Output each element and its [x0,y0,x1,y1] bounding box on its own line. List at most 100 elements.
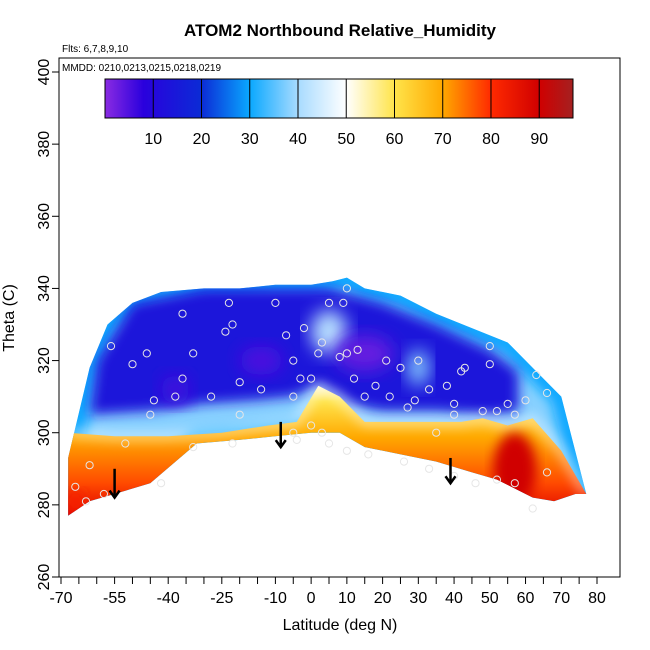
observation-point [471,479,480,488]
observation-point [121,439,130,448]
dry-core [89,288,519,415]
observation-point [342,446,351,455]
observation-point [410,396,419,405]
x-tick-label: 70 [552,590,570,607]
observation-point [178,374,187,383]
observation-point [425,385,434,394]
x-tick-label: 10 [338,590,356,607]
observation-point [371,381,380,390]
y-tick-label: 280 [36,491,53,518]
observation-point [460,363,469,372]
observation-point [360,392,369,401]
observation-point [364,450,373,459]
arrows [108,421,457,500]
observation-point [178,309,187,318]
y-tick-label: 320 [36,347,53,374]
observation-point [492,475,501,484]
observation-points [71,284,552,513]
colorbar-gradient [104,78,574,119]
observation-point [221,327,230,336]
observation-point [396,363,405,372]
observation-point [85,461,94,470]
observation-point [235,378,244,387]
y-tick-label: 400 [36,59,53,86]
observation-point [521,396,530,405]
observation-point [289,392,298,401]
observation-point [324,439,334,448]
observation-point [307,421,316,430]
observation-point [171,392,180,401]
observation-point [485,360,494,369]
y-tick-label: 260 [36,564,53,591]
observation-point [450,410,459,419]
observation-point [224,298,233,307]
observation-point [503,399,512,408]
dry-core-shape [89,288,519,415]
colorbar-tick-label: 70 [434,131,452,148]
patch-moist-0 [311,310,347,354]
observation-point [292,435,301,444]
observation-point [442,381,451,390]
observation-point [485,342,494,351]
observation-point [149,396,158,405]
patch-dry-2 [336,335,394,372]
observation-point [128,360,137,369]
x-tick-label: 0 [307,590,316,607]
observation-point [282,331,291,340]
observation-point [189,349,198,358]
x-tick-label: -70 [49,590,72,607]
observation-point [414,356,423,365]
x-tick-label: -10 [264,590,287,607]
observation-point [142,349,151,358]
observation-point [349,374,359,383]
observation-point [324,298,334,307]
observation-point [403,403,412,412]
observation-point [189,443,198,452]
observation-point [432,428,441,437]
observation-point [353,345,362,354]
colorbar-tick-label: 50 [337,131,355,148]
observation-point [399,457,409,466]
colorbar-tick-label: 30 [241,131,259,148]
observation-point [146,410,155,419]
observation-point [81,497,91,506]
patch-dry-3 [239,346,283,376]
arrow-head [108,489,121,500]
patch-dry-4 [161,375,190,404]
arrow-head [444,475,457,486]
observation-point [342,284,351,293]
y-tick-label: 380 [36,131,53,158]
observation-point [257,385,266,394]
x-tick-label: -40 [157,590,180,607]
observation-point [425,464,434,473]
observation-point [339,298,348,307]
observation-point [296,374,305,383]
flights-label: Flts: 6,7,8,9,10 [62,44,129,55]
colorbar-tick-label: 10 [144,131,162,148]
patch-hot-6 [68,490,87,513]
x-tick-label: -55 [103,590,126,607]
observation-point [106,342,116,351]
observation-point [382,356,391,365]
arrow-head [274,439,287,450]
observation-point [228,439,237,448]
observation-point [228,320,237,329]
colorbar-tick-label: 40 [289,131,307,148]
colorbar-tick-label: 90 [530,131,548,148]
y-tick-label: 300 [36,419,53,446]
observation-point [542,388,552,398]
observation-point [510,410,519,419]
colorbar-tick-label: 20 [193,131,211,148]
observation-point [492,407,501,416]
observation-point [299,324,309,333]
observation-point [528,504,537,513]
x-tick-label: -25 [210,590,233,607]
x-tick-label: 60 [517,590,535,607]
y-tick-label: 340 [36,275,53,302]
x-axis: -70 -55 -40 -25 -10 0 10 20 30 40 50 60 70 80 [49,577,606,607]
x-tick-label: 50 [481,590,499,607]
x-axis-label: Latitude (deg N) [283,617,398,634]
colorbar-tick-label: 80 [482,131,500,148]
colorbar: 10 20 30 40 50 60 70 80 90 [104,78,574,148]
